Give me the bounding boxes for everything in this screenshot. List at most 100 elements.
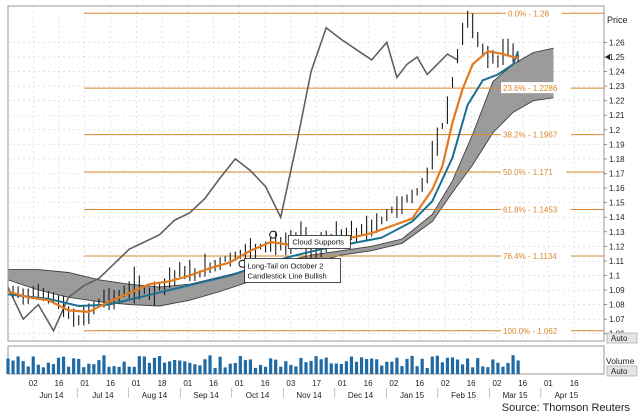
volume-bar — [168, 361, 172, 374]
fib-label-bg — [501, 128, 571, 140]
annotation-text: Long-Tail on October 2 — [248, 262, 324, 271]
x-tick-label: 16 — [106, 379, 115, 388]
volume-bar — [289, 364, 293, 374]
volume-bar — [324, 357, 328, 374]
volume-bar — [476, 358, 480, 374]
volume-bar — [198, 365, 202, 374]
auto-label: Auto — [611, 334, 628, 343]
y-tick-label: 1.26 — [609, 38, 625, 47]
volume-bar — [178, 360, 182, 374]
volume-bar — [435, 355, 439, 374]
fib-label-bg — [501, 249, 571, 261]
volume-bar — [183, 361, 187, 374]
volume-bar — [486, 367, 490, 374]
y-tick-label: 1.23 — [609, 82, 625, 91]
x-tick-label: 16 — [467, 379, 476, 388]
source-credit: Source: Thomson Reuters — [501, 402, 630, 414]
volume-bar — [496, 362, 500, 374]
fib-label-bg — [501, 166, 567, 178]
volume-bar — [41, 367, 45, 374]
y-tick-label: 1.22 — [609, 97, 625, 106]
volume-bar — [107, 366, 111, 374]
x-tick-label: 16 — [415, 379, 424, 388]
volume-bar — [460, 364, 465, 374]
annotation-box — [244, 258, 341, 283]
volume-bar — [87, 363, 91, 374]
volume-bar — [218, 356, 222, 374]
volume-bar — [162, 362, 167, 374]
volume-bar — [344, 361, 349, 374]
x-tick-label: 01 — [183, 379, 192, 388]
volume-bar — [400, 366, 404, 374]
volume-bar — [6, 358, 10, 374]
volume-bar — [122, 361, 126, 374]
x-tick-label: 01 — [235, 379, 244, 388]
volume-bar — [117, 366, 121, 374]
volume-bar — [102, 355, 106, 374]
volume-bar — [132, 366, 136, 374]
volume-bar — [258, 364, 263, 374]
volume-bar — [385, 361, 389, 374]
volume-bar — [481, 366, 485, 374]
volume-bar — [248, 359, 253, 374]
volume-bar — [445, 357, 450, 374]
x-month-label: Jun 14 — [39, 391, 64, 400]
volume-bar — [354, 361, 359, 374]
x-tick-label: 02 — [29, 379, 38, 388]
volume-bar — [193, 364, 197, 374]
fib-label-bg — [501, 203, 571, 215]
y-tick-label: 1.18 — [609, 155, 625, 164]
volume-bar — [36, 364, 40, 374]
x-tick-label: 01 — [80, 379, 89, 388]
x-tick-label: 17 — [312, 379, 321, 388]
volume-bar — [405, 358, 409, 374]
volume-bar — [92, 364, 96, 374]
volume-bar — [137, 356, 141, 374]
y-tick-label: 1.16 — [609, 184, 625, 193]
volume-bar — [213, 367, 217, 374]
y-tick-label: 1.21 — [609, 111, 625, 120]
volume-bar — [380, 365, 384, 374]
x-tick-label: 01 — [544, 379, 553, 388]
volume-bar — [365, 359, 369, 374]
x-tick-label: 02 — [492, 379, 501, 388]
x-month-label: Nov 14 — [296, 391, 322, 400]
axes: 1.26 1.25 1.24 1.23 1.22 1.21 1.2 1.19 1.18 1.17 1… — [7, 5, 638, 400]
volume-bar — [233, 362, 237, 374]
x-month-label: Dec 14 — [348, 391, 374, 400]
fib-label: 100.0% - 1.062 — [503, 327, 558, 336]
volume-bar — [269, 358, 273, 374]
fib-label: 76.4% - 1.1134 — [503, 252, 557, 261]
volume-bar — [188, 362, 192, 374]
volume-bar — [304, 362, 308, 374]
y-tick-label: 1.15 — [609, 199, 625, 208]
x-month-label: Sep 14 — [193, 391, 219, 400]
volume-bar — [279, 366, 283, 374]
volume-bar — [228, 363, 232, 374]
volume-bar — [61, 356, 66, 374]
x-month-label: Feb 15 — [451, 391, 476, 400]
x-tick-label: 16 — [364, 379, 373, 388]
annotation-box — [287, 235, 351, 249]
last-price-marker — [605, 53, 610, 60]
volume-bar — [51, 364, 56, 374]
volume-bar — [450, 357, 455, 374]
volume-bar — [516, 360, 520, 374]
volume-bar — [284, 361, 288, 374]
volume-bar — [511, 355, 515, 374]
volume-bar — [420, 358, 424, 374]
annotation-marker — [269, 230, 278, 239]
volume-bar — [339, 363, 343, 374]
volume-bar — [173, 359, 177, 374]
y-tick-label: 1.1 — [609, 271, 621, 280]
volume-bar — [243, 360, 247, 374]
volume-bar — [56, 357, 61, 374]
volume-bar — [11, 360, 15, 374]
fib-label-bg — [501, 82, 571, 94]
volume-bar — [147, 362, 152, 374]
volume-bar — [349, 356, 354, 374]
volume-bar — [208, 355, 212, 374]
volume-bar — [21, 361, 25, 374]
x-tick-label: 03 — [286, 379, 295, 388]
